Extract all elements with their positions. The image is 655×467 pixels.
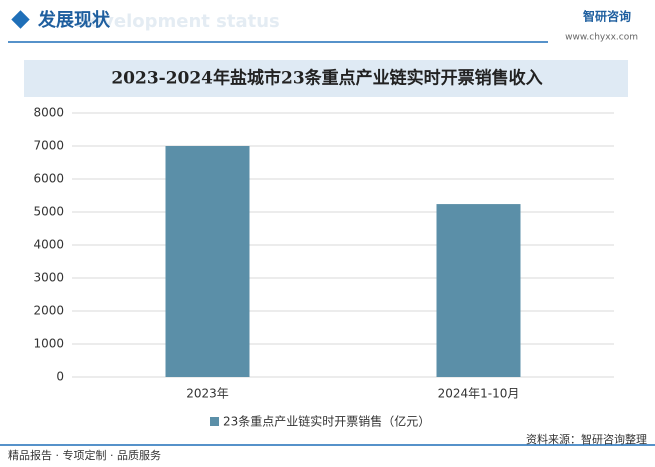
- plot: 0 1000 2000 3000 4000 5000 6000 7000 8000 2023年 20…: [33, 106, 614, 429]
- brand: 智研咨询: [582, 9, 631, 24]
- url: www.chyxx.com: [565, 33, 638, 43]
- y-tick-label: 6000: [33, 172, 64, 186]
- y-tick-label: 2000: [33, 304, 64, 318]
- y-tick-label: 1000: [33, 337, 64, 351]
- header-icon: [11, 10, 30, 29]
- legend-swatch: [210, 417, 219, 426]
- y-tick-label: 0: [56, 370, 64, 384]
- title-band: [24, 60, 628, 97]
- header-subtitle: Development status: [75, 11, 280, 32]
- x-tick-label: 2023年: [186, 387, 229, 401]
- y-tick-label: 5000: [33, 205, 64, 219]
- x-tick-label: 2024年1-10月: [438, 387, 520, 401]
- y-tick-label: 8000: [33, 106, 64, 120]
- legend-label: 23条重点产业链实时开票销售（亿元）: [223, 414, 430, 429]
- bar: [165, 146, 250, 377]
- footer-right: 资料来源：智研咨询整理: [526, 432, 647, 446]
- header-title: 发展现状: [37, 9, 111, 31]
- y-tick-label: 4000: [33, 238, 64, 252]
- y-tick-label: 7000: [33, 139, 64, 153]
- footer-left: 精品报告 · 专项定制 · 品质服务: [8, 448, 161, 462]
- chart-title: 2023-2024年盐城市23条重点产业链实时开票销售收入: [111, 68, 542, 89]
- bar: [436, 204, 521, 377]
- y-tick-label: 3000: [33, 271, 64, 285]
